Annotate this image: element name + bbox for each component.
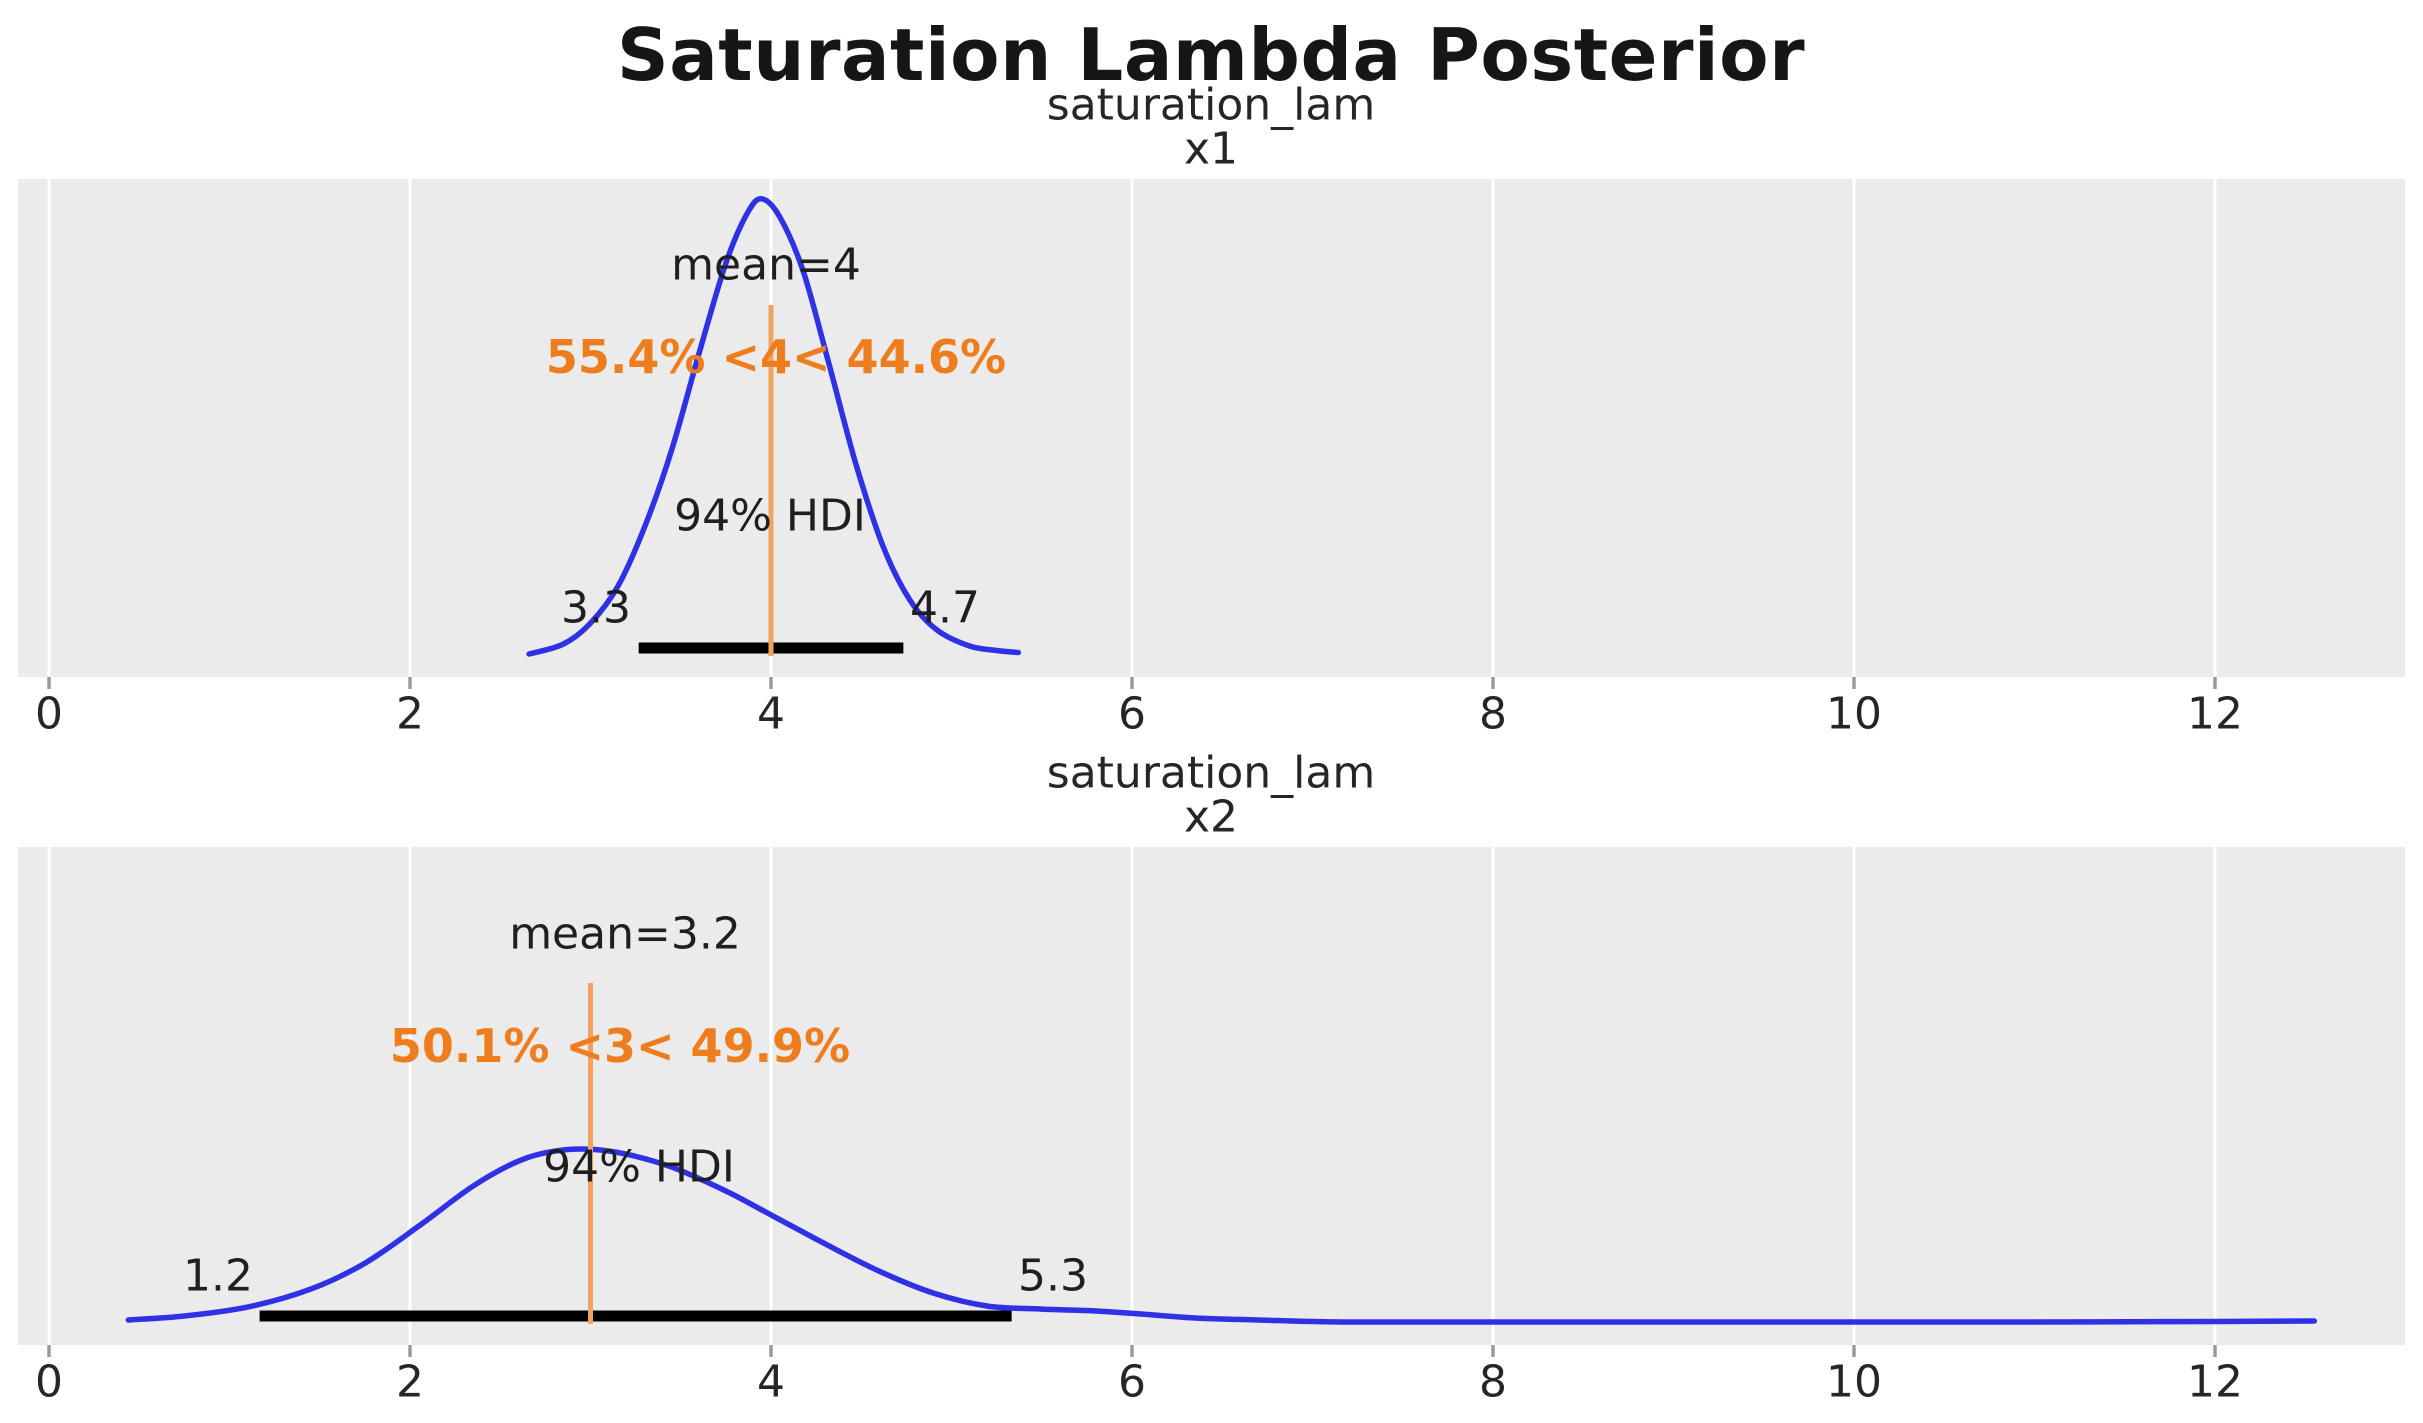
x-axis-tick-label: 6 <box>1118 688 1146 740</box>
x-axis-tick-label: 2 <box>396 688 424 740</box>
x-axis-tick-label: 12 <box>2187 1356 2243 1408</box>
subplot2-ref-val-label: 50.1% <3< 49.9% <box>389 1019 851 1073</box>
subplot1-ref-val-label: 55.4% <4< 44.6% <box>545 330 1007 384</box>
subplot2-title: saturation_lam <box>1046 747 1376 799</box>
subplot1-hdi-label: 94% HDI <box>674 490 866 542</box>
x-axis-tick-label: 0 <box>35 1356 63 1408</box>
subplot2-hdi-lower: 1.2 <box>183 1250 253 1302</box>
kde-curve <box>526 196 1022 657</box>
hdi-bar <box>259 1310 1012 1322</box>
x-axis-tick-label: 8 <box>1479 1356 1507 1408</box>
x-axis-tick-label: 4 <box>757 1356 785 1408</box>
subplot2-panel <box>18 847 2405 1345</box>
x-axis-tick-label: 12 <box>2187 688 2243 740</box>
x-axis-tick-label: 0 <box>35 688 63 740</box>
subplot2-mean-label: mean=3.2 <box>509 908 741 960</box>
x-axis-tick-label: 2 <box>396 1356 424 1408</box>
subplot1-subtitle: x1 <box>1183 123 1239 175</box>
subplot1-title: saturation_lam <box>1046 79 1376 131</box>
x-axis-tick-label: 6 <box>1118 1356 1146 1408</box>
subplot1-mean-label: mean=4 <box>671 239 861 291</box>
subplot2-hdi-label: 94% HDI <box>543 1141 735 1193</box>
subplot1-hdi-lower: 3.3 <box>561 582 631 634</box>
subplot2-hdi-upper: 5.3 <box>1018 1250 1088 1302</box>
subplot2-subtitle: x2 <box>1183 791 1239 843</box>
figure-title: Saturation Lambda Posterior <box>616 13 1806 97</box>
x-axis-tick-label: 10 <box>1826 688 1882 740</box>
subplot1-panel <box>18 179 2405 677</box>
x-axis-tick-label: 8 <box>1479 688 1507 740</box>
subplot1-hdi-upper: 4.7 <box>910 582 980 634</box>
x-axis-tick-label: 4 <box>757 688 785 740</box>
kde-curve <box>125 1146 2318 1325</box>
x-axis-tick-label: 10 <box>1826 1356 1882 1408</box>
